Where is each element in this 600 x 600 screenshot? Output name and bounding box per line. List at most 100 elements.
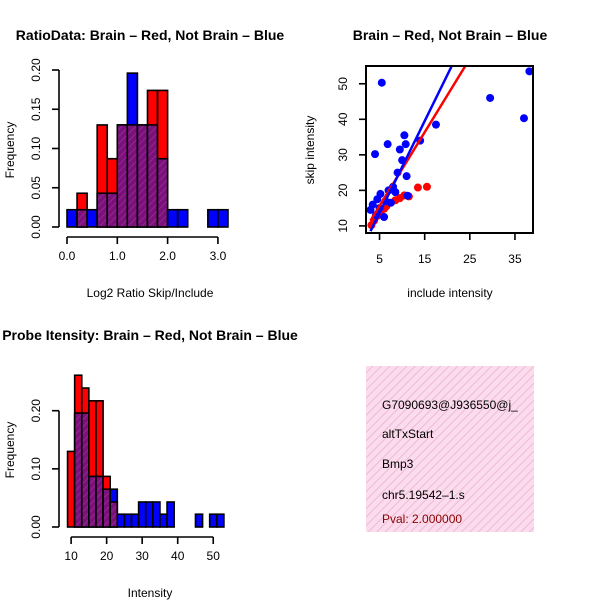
intensity-histogram-x-tick-label: 10 (64, 549, 78, 563)
intensity-scatter-y-tick-label: 50 (336, 77, 350, 91)
intensity-scatter-x-tick-label: 15 (418, 252, 432, 266)
intensity-scatter-point-not-brain (431, 120, 440, 129)
ratio-histogram-bar-overlap (146, 124, 159, 228)
intensity-histogram-bar-not-brain (194, 513, 204, 528)
ratio-histogram: RatioData: Brain – Red, Not Brain – Blue… (3, 27, 284, 300)
intensity-scatter-point-not-brain (383, 140, 392, 149)
intensity-histogram-bar-overlap (95, 475, 104, 528)
intensity-scatter-point-not-brain (525, 67, 532, 76)
intensity-scatter-axes: 5 15 25 35 10 20 30 40 50 (336, 77, 522, 266)
intensity-histogram-bar-not-brain (152, 501, 161, 528)
info-id: G7090693@J936550@j_ (382, 398, 518, 412)
ratio-histogram-xlabel: Log2 Ratio Skip/Include (87, 286, 214, 300)
intensity-scatter-point-not-brain (486, 93, 495, 102)
intensity-histogram-bar-not-brain (116, 513, 126, 528)
info-panel-background (366, 366, 534, 532)
intensity-histogram-bar-overlap (109, 501, 119, 528)
intensity-histogram-x-tick-label: 20 (100, 549, 114, 563)
info-pval: Pval: 2.000000 (382, 512, 462, 526)
intensity-scatter-ylabel: skip intensity (303, 116, 317, 185)
intensity-scatter-fit-line-brain (369, 66, 467, 222)
ratio-histogram-y-tick-label: 0.15 (29, 97, 43, 121)
intensity-histogram-bar-overlap (102, 488, 111, 528)
intensity-histogram-y-tick-label: 0.00 (29, 515, 43, 539)
intensity-scatter-y-tick-label: 10 (336, 219, 350, 233)
intensity-histogram-y-tick-label: 0.20 (29, 399, 43, 423)
info-gene: Bmp3 (382, 457, 414, 471)
intensity-histogram-bar-overlap (73, 412, 83, 528)
intensity-histogram-axes: 10 20 30 40 50 0.00 0.10 0.20 (29, 399, 220, 563)
intensity-scatter-point-not-brain (368, 200, 377, 209)
intensity-scatter-point-not-brain (402, 172, 411, 181)
intensity-histogram-x-tick-label: 40 (171, 549, 185, 563)
intensity-histogram-y-tick-label: 0.10 (29, 457, 43, 481)
intensity-histogram-bar-not-brain (208, 513, 218, 528)
info-location: chr5.19542–1.s (382, 488, 465, 502)
intensity-scatter-x-tick-label: 35 (508, 252, 522, 266)
ratio-histogram-bars (66, 72, 229, 228)
intensity-scatter-point-not-brain (386, 198, 395, 207)
ratio-histogram-bar-overlap (126, 124, 139, 228)
intensity-histogram-x-tick-label: 30 (135, 549, 149, 563)
ratio-histogram-bar-not-brain (166, 208, 179, 228)
intensity-scatter-point-not-brain (395, 145, 404, 154)
ratio-histogram-bar-not-brain (86, 208, 98, 228)
intensity-scatter-x-tick-label: 25 (463, 252, 477, 266)
intensity-histogram-ylabel: Frequency (3, 422, 17, 479)
intensity-scatter-y-tick-label: 40 (336, 112, 350, 126)
intensity-histogram-bar-not-brain (159, 513, 168, 528)
intensity-histogram-bar-overlap (88, 475, 97, 528)
info-panel: G7090693@J936550@j_ altTxStart Bmp3 chr5… (366, 366, 534, 532)
intensity-histogram-bar-not-brain (137, 501, 147, 528)
intensity-scatter-point-not-brain (401, 140, 410, 149)
intensity-histogram-xlabel: Intensity (128, 586, 173, 600)
intensity-histogram-title: Probe Itensity: Brain – Red, Not Brain –… (2, 327, 298, 343)
intensity-scatter-point-not-brain (376, 189, 385, 198)
intensity-scatter-xlabel: include intensity (407, 286, 492, 300)
ratio-histogram-bar-not-brain (217, 208, 229, 228)
ratio-histogram-bar-not-brain (176, 208, 189, 228)
intensity-histogram-bar-brain (66, 450, 76, 528)
intensity-scatter-point-not-brain (391, 188, 400, 197)
ratio-histogram-bar-overlap (116, 124, 129, 228)
intensity-scatter-point-not-brain (377, 78, 386, 87)
intensity-scatter-x-tick-label: 5 (376, 252, 383, 266)
intensity-scatter-point-not-brain (380, 213, 389, 222)
ratio-histogram-bar-overlap (106, 192, 119, 228)
intensity-histogram-bar-not-brain (166, 501, 175, 528)
intensity-histogram-bar-not-brain (130, 513, 140, 528)
intensity-histogram-x-tick-label: 50 (207, 549, 221, 563)
intensity-histogram: Probe Itensity: Brain – Red, Not Brain –… (2, 327, 298, 600)
intensity-scatter-plot (367, 66, 532, 232)
intensity-scatter-point-not-brain (519, 114, 528, 123)
ratio-histogram-bar-overlap (96, 192, 109, 228)
ratio-histogram-bar-not-brain (66, 208, 78, 228)
ratio-histogram-bar-overlap (156, 157, 169, 228)
ratio-histogram-ylabel: Frequency (3, 122, 17, 179)
intensity-scatter: Brain – Red, Not Brain – Blue 5 15 25 35 10 2… (303, 27, 547, 300)
intensity-histogram-bar-not-brain (215, 513, 225, 528)
ratio-histogram-bar-not-brain (207, 208, 219, 228)
intensity-scatter-y-tick-label: 20 (336, 183, 350, 197)
ratio-histogram-title: RatioData: Brain – Red, Not Brain – Blue (16, 27, 285, 43)
intensity-scatter-point-not-brain (371, 150, 380, 159)
ratio-histogram-bar-overlap (76, 208, 88, 228)
intensity-scatter-point-brain (422, 182, 431, 191)
ratio-histogram-x-tick-label: 0.0 (59, 249, 76, 263)
intensity-scatter-frame (365, 65, 534, 234)
ratio-histogram-x-tick-label: 2.0 (159, 249, 176, 263)
intensity-histogram-bars (66, 374, 225, 528)
intensity-histogram-bar-overlap (80, 412, 90, 528)
ratio-histogram-bar-overlap (136, 124, 149, 228)
intensity-scatter-point-brain (413, 183, 422, 192)
intensity-scatter-point-not-brain (403, 191, 412, 200)
intensity-histogram-bar-not-brain (123, 513, 133, 528)
ratio-histogram-x-tick-label: 3.0 (210, 249, 227, 263)
info-event-type: altTxStart (382, 427, 434, 441)
intensity-scatter-fit-line-not-brain (369, 66, 453, 232)
intensity-scatter-y-tick-label: 30 (336, 148, 350, 162)
ratio-histogram-x-tick-label: 1.0 (109, 249, 126, 263)
ratio-histogram-y-tick-label: 0.10 (29, 136, 43, 160)
ratio-histogram-y-tick-label: 0.20 (29, 58, 43, 82)
